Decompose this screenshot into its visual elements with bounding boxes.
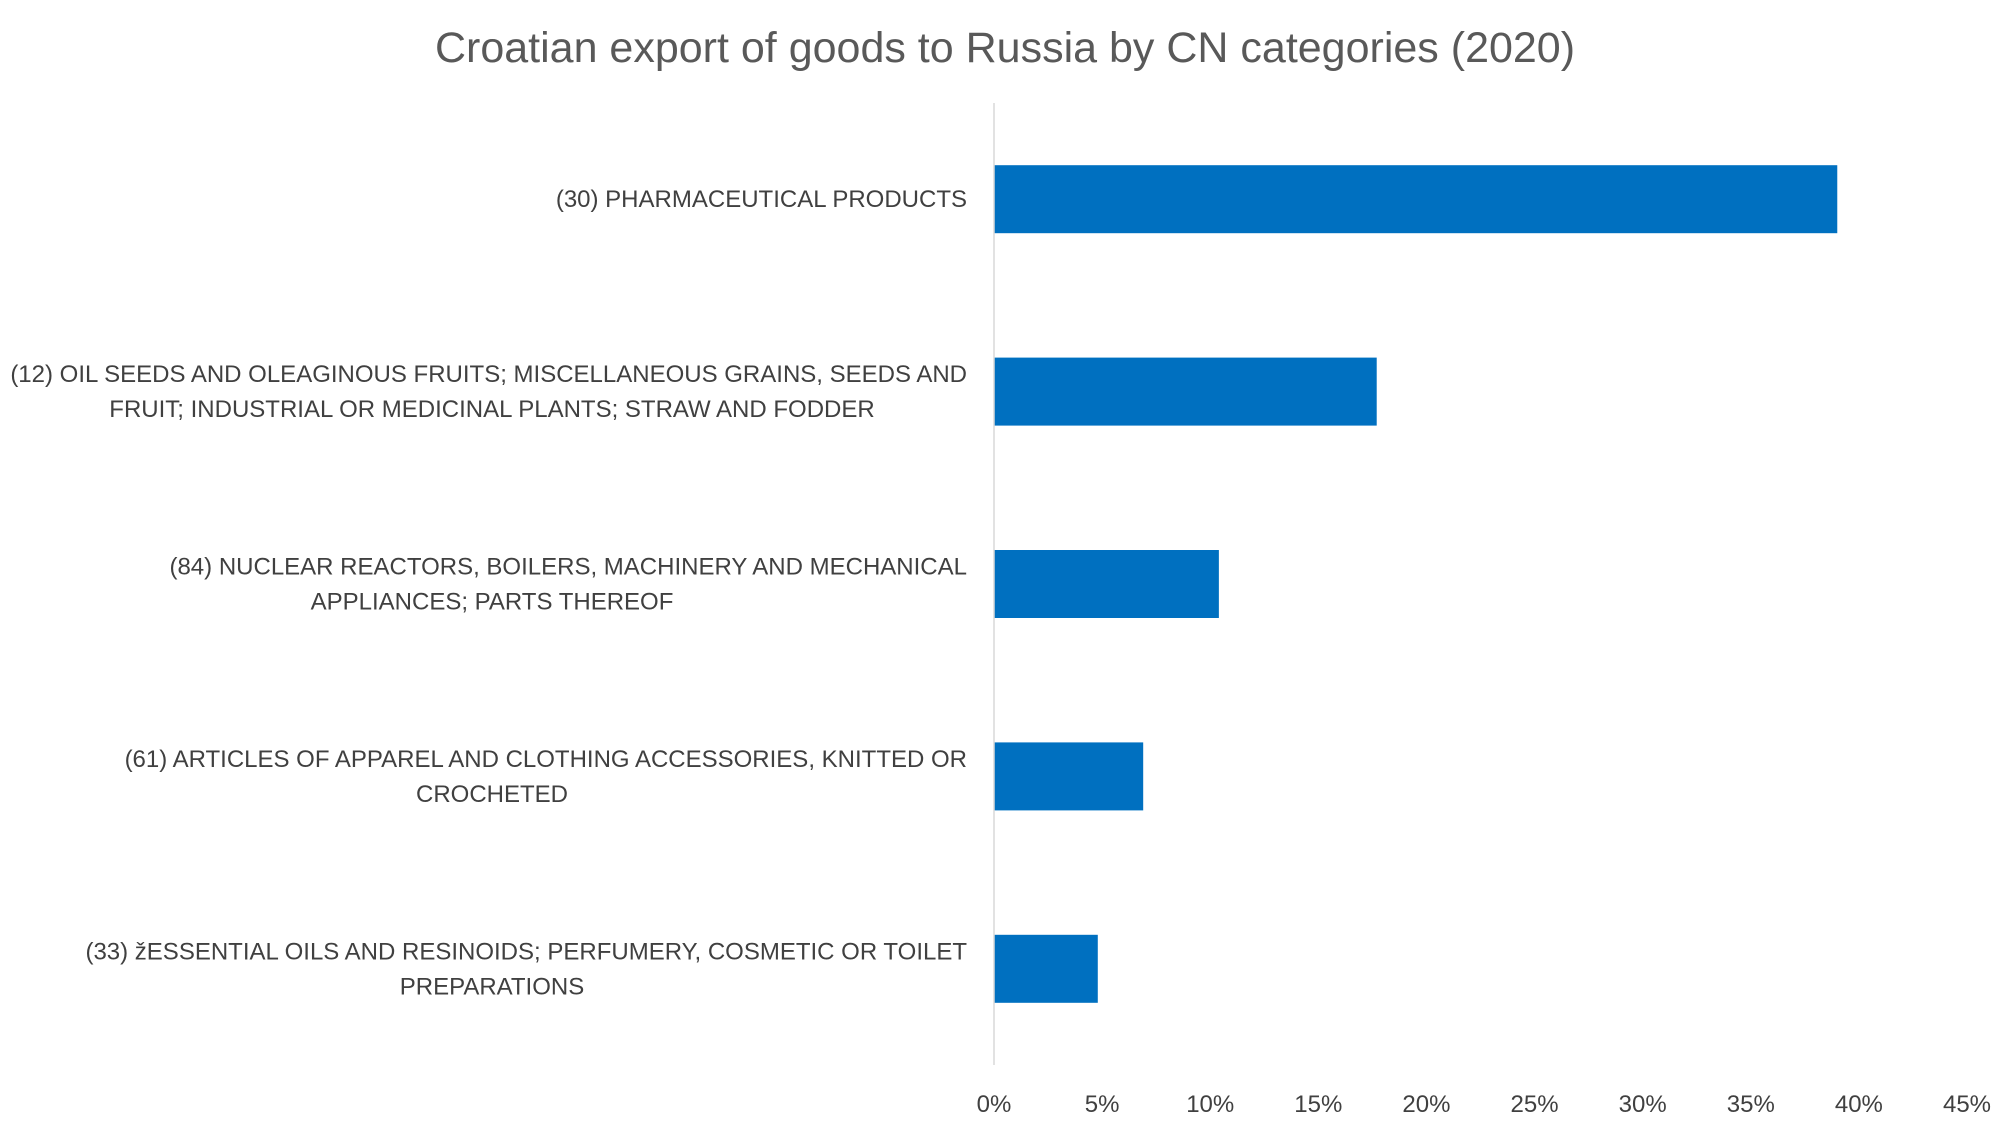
- bar: [994, 357, 1377, 426]
- bar: [994, 165, 1838, 234]
- category-label-line: (33) žESSENTIAL OILS AND RESINOIDS; PERF…: [85, 938, 967, 965]
- category-labels: (30) PHARMACEUTICAL PRODUCTS (12) OIL SEE…: [10, 186, 967, 1000]
- category-label: (12) OIL SEEDS AND OLEAGINOUS FRUITS; MI…: [10, 361, 967, 423]
- category-label-line: PREPARATIONS: [400, 973, 584, 1000]
- x-axis-tick-labels: 0% 5% 10% 15% 20% 25% 30% 35% 40% 45%: [977, 1091, 1991, 1118]
- bar: [994, 742, 1144, 811]
- x-tick-label: 20%: [1402, 1091, 1450, 1118]
- category-label-line: (30) PHARMACEUTICAL PRODUCTS: [556, 186, 967, 213]
- category-label: (30) PHARMACEUTICAL PRODUCTS: [556, 186, 967, 213]
- category-label-line: CROCHETED: [416, 781, 568, 808]
- x-tick-label: 0%: [977, 1091, 1012, 1118]
- x-tick-label: 30%: [1619, 1091, 1667, 1118]
- category-label-line: FRUIT; INDUSTRIAL OR MEDICINAL PLANTS; S…: [109, 396, 874, 423]
- category-label-line: (84) NUCLEAR REACTORS, BOILERS, MACHINER…: [169, 554, 967, 581]
- x-tick-label: 15%: [1294, 1091, 1342, 1118]
- chart-title: Croatian export of goods to Russia by CN…: [435, 24, 1575, 72]
- category-label: (61) ARTICLES OF APPAREL AND CLOTHING AC…: [125, 746, 967, 808]
- x-tick-label: 10%: [1186, 1091, 1234, 1118]
- category-label-line: (12) OIL SEEDS AND OLEAGINOUS FRUITS; MI…: [10, 361, 967, 388]
- x-tick-label: 5%: [1085, 1091, 1120, 1118]
- bars-layer: [994, 165, 1838, 1003]
- bar: [994, 934, 1098, 1003]
- category-label: (33) žESSENTIAL OILS AND RESINOIDS; PERF…: [85, 938, 967, 1000]
- bar: [994, 550, 1219, 618]
- x-tick-label: 25%: [1511, 1091, 1559, 1118]
- x-tick-label: 40%: [1835, 1091, 1883, 1118]
- x-tick-label: 45%: [1943, 1091, 1991, 1118]
- category-label: (84) NUCLEAR REACTORS, BOILERS, MACHINER…: [169, 554, 967, 616]
- category-label-line: (61) ARTICLES OF APPAREL AND CLOTHING AC…: [125, 746, 967, 773]
- category-label-line: APPLIANCES; PARTS THEREOF: [311, 589, 674, 616]
- x-tick-label: 35%: [1727, 1091, 1775, 1118]
